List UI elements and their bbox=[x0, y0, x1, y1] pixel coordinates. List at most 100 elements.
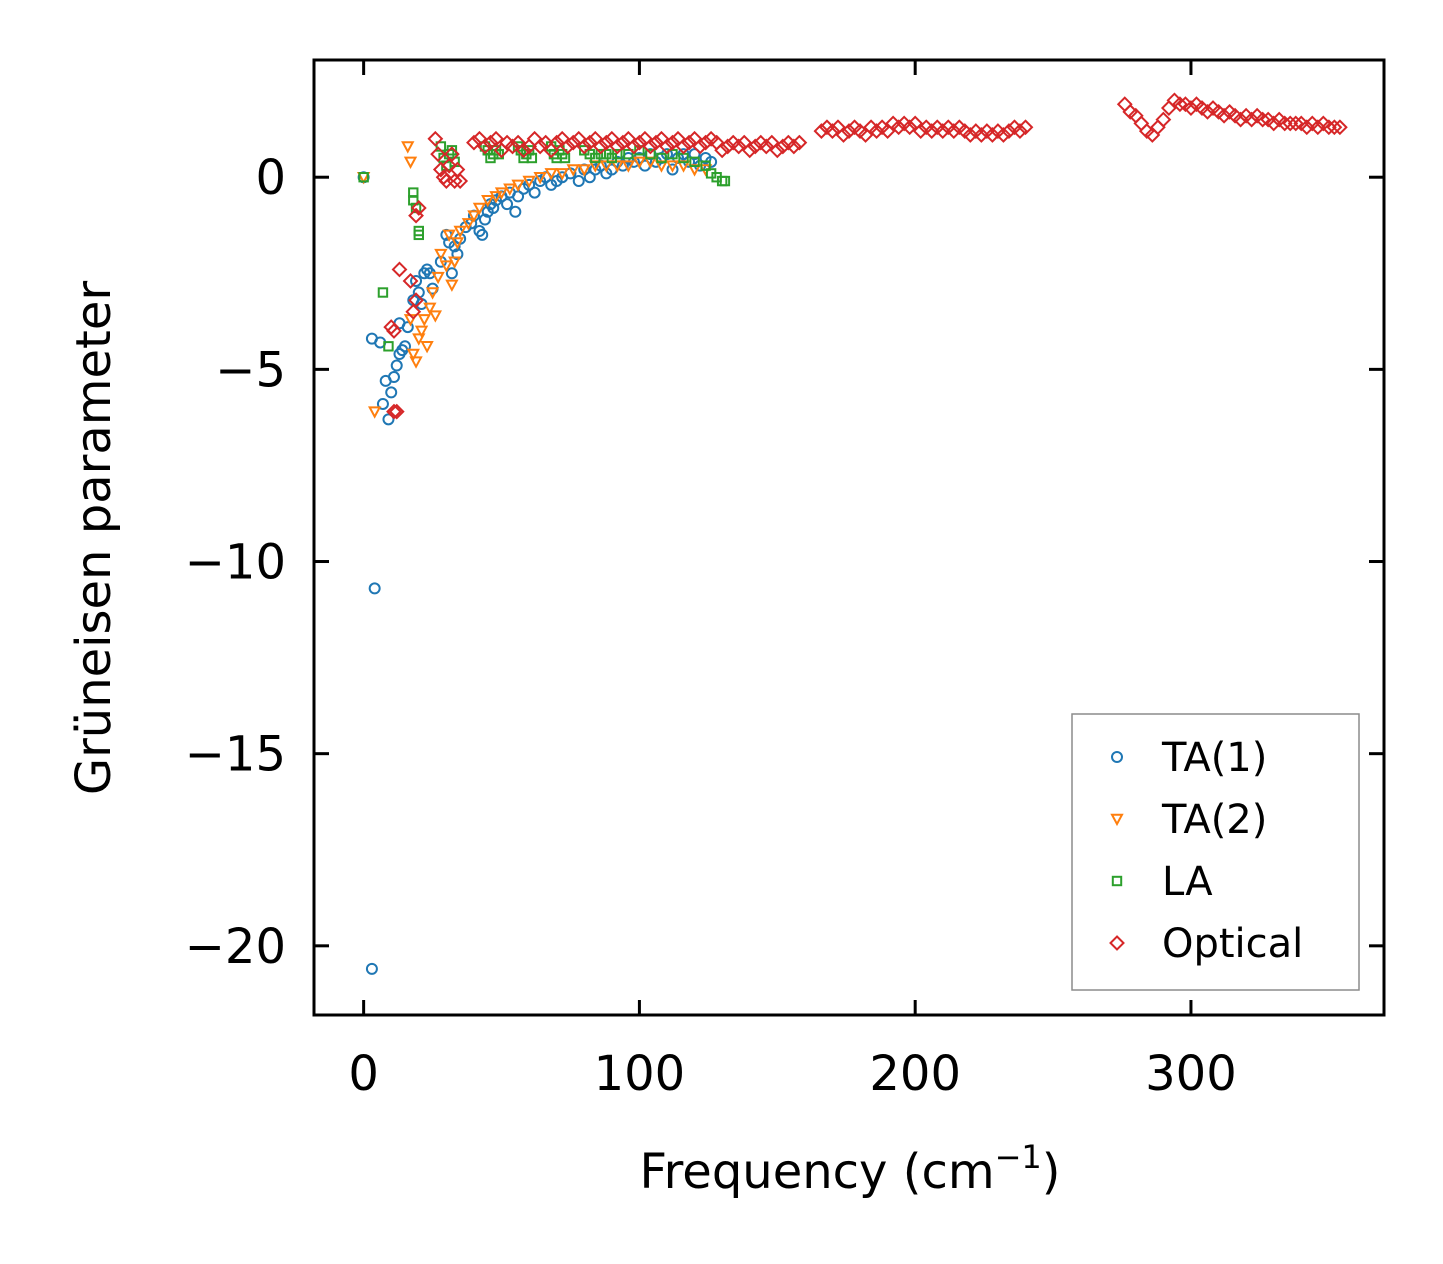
data-point bbox=[477, 138, 493, 155]
y-tick-label: −10 bbox=[185, 535, 286, 591]
data-point bbox=[595, 148, 607, 160]
data-point bbox=[466, 134, 482, 151]
data-point bbox=[487, 201, 500, 214]
y-tick-label: −15 bbox=[185, 727, 286, 783]
data-point bbox=[402, 273, 419, 289]
data-point bbox=[1172, 96, 1188, 113]
data-point bbox=[489, 191, 503, 204]
data-point bbox=[984, 127, 1001, 143]
legend-item: Optical bbox=[1109, 921, 1303, 967]
legend-label: TA(2) bbox=[1161, 797, 1267, 843]
data-point bbox=[511, 179, 525, 193]
data-point bbox=[785, 138, 802, 155]
data-point bbox=[631, 134, 648, 151]
data-point bbox=[598, 134, 615, 151]
data-point bbox=[623, 148, 634, 160]
data-point bbox=[399, 340, 412, 353]
data-point bbox=[1199, 103, 1216, 120]
data-point bbox=[923, 123, 940, 140]
data-point bbox=[376, 397, 389, 410]
legend-label: LA bbox=[1162, 859, 1213, 905]
data-marks bbox=[356, 92, 1348, 975]
data-point bbox=[835, 127, 852, 143]
data-point bbox=[1298, 119, 1315, 136]
data-point bbox=[688, 148, 701, 161]
data-point bbox=[666, 163, 679, 176]
data-point bbox=[528, 186, 541, 199]
legend-marker bbox=[1111, 875, 1123, 887]
data-point bbox=[387, 371, 400, 384]
data-point bbox=[648, 134, 664, 151]
data-point bbox=[741, 142, 758, 159]
data-point bbox=[692, 138, 708, 155]
data-point bbox=[446, 145, 458, 156]
data-point bbox=[478, 213, 491, 226]
legend-item: LA bbox=[1111, 859, 1213, 905]
data-point bbox=[758, 138, 775, 155]
data-point bbox=[482, 134, 499, 151]
data-point bbox=[447, 256, 462, 269]
data-point bbox=[488, 130, 504, 147]
data-point bbox=[409, 356, 423, 369]
data-point bbox=[388, 403, 405, 420]
data-point bbox=[413, 229, 424, 241]
data-point bbox=[367, 406, 382, 419]
data-point bbox=[565, 134, 582, 151]
data-point bbox=[434, 248, 448, 262]
data-point bbox=[559, 138, 576, 155]
data-point bbox=[443, 146, 460, 163]
data-point bbox=[446, 173, 463, 189]
data-point bbox=[1309, 119, 1326, 136]
data-point bbox=[642, 138, 659, 155]
data-point bbox=[700, 160, 711, 171]
data-point bbox=[472, 202, 487, 216]
data-point bbox=[494, 187, 509, 200]
data-point bbox=[747, 138, 764, 155]
data-point bbox=[406, 348, 420, 362]
data-point bbox=[504, 138, 521, 155]
data-point bbox=[401, 141, 415, 154]
data-point bbox=[548, 134, 565, 151]
data-point bbox=[555, 168, 569, 181]
data-point bbox=[901, 119, 918, 136]
data-point bbox=[1001, 123, 1017, 140]
legend-label: Optical bbox=[1162, 921, 1303, 967]
data-point bbox=[912, 123, 929, 140]
data-point bbox=[391, 261, 408, 278]
data-point bbox=[390, 359, 403, 372]
data-point bbox=[583, 171, 596, 184]
data-point bbox=[1331, 119, 1348, 136]
data-point bbox=[431, 271, 445, 285]
data-point bbox=[664, 134, 681, 151]
data-point bbox=[414, 325, 429, 339]
data-point bbox=[368, 582, 381, 595]
y-tick-label: 0 bbox=[255, 150, 286, 206]
data-point bbox=[377, 287, 389, 298]
x-axis-label-suffix: ) bbox=[1042, 1144, 1061, 1200]
data-point bbox=[774, 138, 791, 155]
data-point bbox=[405, 303, 422, 320]
data-point bbox=[1232, 111, 1249, 128]
data-point bbox=[452, 173, 469, 189]
data-point bbox=[515, 142, 532, 159]
data-point bbox=[365, 962, 378, 975]
y-axis-label: Grüneisen parameter bbox=[66, 281, 122, 796]
data-point bbox=[719, 175, 731, 187]
data-point bbox=[1116, 96, 1133, 113]
data-point bbox=[467, 210, 481, 223]
data-point bbox=[791, 134, 808, 151]
series-optical bbox=[383, 92, 1348, 420]
data-point bbox=[610, 160, 625, 173]
data-point bbox=[576, 138, 593, 155]
data-point bbox=[1320, 119, 1337, 136]
data-point bbox=[1012, 123, 1028, 140]
data-point bbox=[461, 218, 476, 231]
data-point bbox=[769, 142, 786, 159]
legend-frame bbox=[1071, 713, 1360, 991]
data-point bbox=[503, 183, 517, 196]
data-point bbox=[945, 123, 962, 140]
data-point bbox=[383, 341, 394, 352]
legend-marker bbox=[1111, 751, 1123, 763]
data-point bbox=[697, 134, 714, 151]
